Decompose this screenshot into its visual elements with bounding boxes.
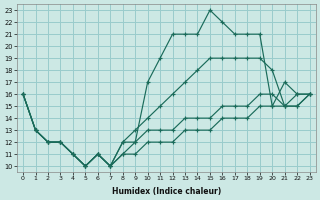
X-axis label: Humidex (Indice chaleur): Humidex (Indice chaleur) xyxy=(112,187,221,196)
